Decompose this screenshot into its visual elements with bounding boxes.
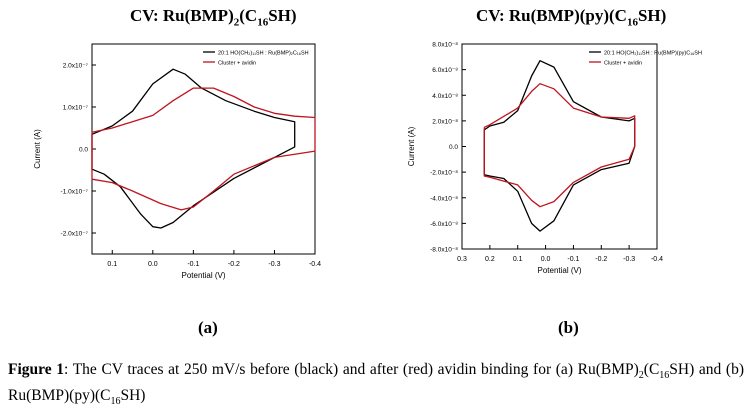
- y-tick-label: -2.0x10⁻⁷: [61, 231, 89, 238]
- y-tick-label: 4.0x10⁻⁸: [432, 93, 458, 100]
- x-tick-label: 0.2: [485, 256, 495, 263]
- y-tick-label: -8.0x10⁻⁸: [430, 247, 458, 254]
- x-tick-label: -0.4: [309, 261, 321, 268]
- legend-entry: Cluster + avidin: [218, 61, 256, 67]
- chart-a: 0.1 0.0 -0.1 -0.2 -0.3 -0.4 2.0x10⁻⁷ 1.0x10⁻⁷ 0.…: [33, 43, 321, 280]
- y-tick-label: 6.0x10⁻⁸: [432, 67, 458, 74]
- chart-b: 0.3 0.2 0.1 0.0 -0.1 -0.2 -0.3 -0.4 8.0x10⁻⁸ 6.0x…: [407, 42, 702, 276]
- figure-number: Figure 1: [8, 361, 65, 378]
- plot-frame-a: [91, 43, 316, 255]
- y-tick-label: -6.0x10⁻⁸: [430, 221, 458, 228]
- x-tick-label: 0.0: [541, 256, 551, 263]
- panel-label-a: (a): [198, 318, 218, 337]
- x-tick-label: 0.1: [513, 256, 523, 263]
- x-tick-label: -0.1: [187, 261, 199, 268]
- chart-a-title: CV: Ru(BMP)2(C16SH): [130, 6, 297, 29]
- x-tick-label: -0.2: [228, 261, 240, 268]
- y-axis-label: Current (A): [407, 126, 416, 166]
- x-tick-label: -0.3: [623, 256, 635, 263]
- legend-entry: 20:1 HO(CH₂)₁₁SH : Ru(BMP)(py)C₁₆SH: [604, 51, 702, 57]
- y-tick-label: -2.0x10⁻⁸: [430, 170, 458, 177]
- x-axis-label: Potential (V): [181, 271, 225, 280]
- cv-trace-black: [91, 68, 296, 229]
- plot-frame-b: [461, 43, 658, 250]
- y-tick-label: 2.0x10⁻⁸: [432, 118, 458, 125]
- y-tick-label: 0.0: [449, 144, 458, 151]
- legend-entry: Cluster + avidin: [604, 61, 642, 67]
- panel-label-b: (b): [558, 318, 579, 337]
- y-axis-label: Current (A): [33, 129, 42, 169]
- y-tick-label: 1.0x10⁻⁷: [63, 105, 89, 112]
- x-tick-label: 0.1: [107, 261, 117, 268]
- x-tick-label: 0.0: [148, 261, 158, 268]
- x-tick-label: 0.3: [457, 256, 467, 263]
- cv-trace-black: [483, 60, 636, 232]
- cv-trace-red: [91, 87, 316, 211]
- x-tick-label: -0.4: [651, 256, 663, 263]
- y-tick-label: 2.0x10⁻⁷: [63, 63, 89, 70]
- legend-entry: 20:1 HO(CH₂)₁₁SH : Ru(BMP)₂C₁₆SH: [218, 51, 309, 57]
- figure-caption: Figure 1: The CV traces at 250 mV/s befo…: [8, 361, 744, 408]
- y-tick-label: 0.0: [79, 147, 88, 154]
- x-tick-label: -0.2: [595, 256, 607, 263]
- x-tick-label: -0.3: [268, 261, 280, 268]
- y-tick-label: -4.0x10⁻⁸: [430, 195, 458, 202]
- y-tick-label: 8.0x10⁻⁸: [432, 42, 458, 49]
- x-tick-label: -0.1: [567, 256, 579, 263]
- y-tick-label: -1.0x10⁻⁷: [61, 189, 89, 196]
- chart-b-title: CV: Ru(BMP)(py)(C16SH): [476, 6, 667, 29]
- x-axis-label: Potential (V): [537, 266, 581, 275]
- cv-trace-red: [483, 83, 636, 208]
